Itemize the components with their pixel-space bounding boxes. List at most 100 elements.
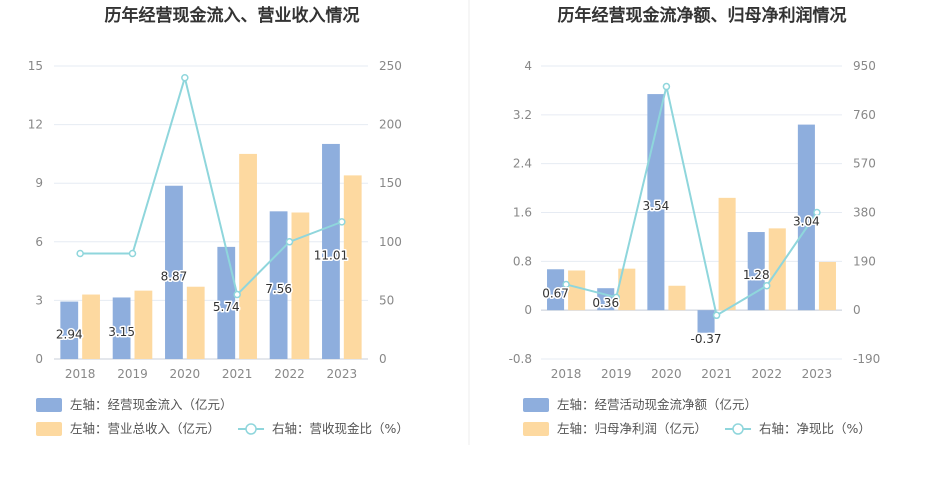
bar-data-label: 2.94 (56, 327, 83, 341)
legend-swatch-line-marker[interactable] (732, 423, 744, 435)
bar-right-series (186, 286, 205, 359)
bar-right-series (618, 268, 636, 311)
bar-right-series (134, 290, 153, 359)
y-right-tick-label: 100 (379, 235, 402, 249)
x-tick-label: 2021 (222, 367, 253, 381)
x-tick-label: 2020 (651, 367, 682, 381)
line-point (612, 293, 620, 302)
bar-right-series (291, 212, 310, 359)
bar-left-series (547, 269, 565, 311)
legend-label-line[interactable]: 右轴：营收现金比（%） (272, 421, 409, 436)
x-tick-label: 2021 (701, 367, 732, 381)
y-left-tick-label: 0 (35, 352, 43, 366)
cash-inflow-revenue-chart: 历年经营现金流入、营业收入情况 0 0 3 50 6 100 9 150 12 200 15 250 2… (28, 5, 409, 436)
net-cashflow-profit-chart: 历年经营现金流净额、归母净利润情况 -0.8 -190 0 0 0.8 190 1.6 380… (509, 5, 880, 436)
legend-swatch-left-bar[interactable] (523, 398, 549, 412)
legend-label-right-bar[interactable]: 左轴：归母净利润（亿元） (557, 421, 707, 436)
bar-right-series (82, 294, 100, 359)
chart-title: 历年经营现金流净额、归母净利润情况 (558, 5, 847, 26)
x-tick-label: 2018 (551, 367, 582, 381)
bar-data-label: 0.36 (592, 296, 619, 310)
line-point (662, 82, 671, 91)
bar-right-series (668, 285, 686, 311)
y-left-tick-label: -0.8 (509, 352, 532, 366)
bar-data-label: 3.04 (793, 214, 820, 228)
line-point (338, 218, 346, 226)
line-point (712, 311, 721, 320)
y-right-tick-label: 0 (853, 303, 861, 317)
line-point (562, 280, 570, 289)
y-right-tick-label: 50 (379, 293, 394, 307)
bar-data-label: -0.37 (691, 332, 722, 346)
legend-label-left-bar[interactable]: 左轴：经营活动现金流净额（亿元） (557, 397, 757, 412)
bar-right-series (718, 197, 736, 311)
y-right-tick-label: 570 (853, 157, 876, 171)
x-tick-label: 2023 (802, 367, 833, 381)
x-tick-label: 2022 (751, 367, 782, 381)
bar-right-series (239, 153, 257, 359)
y-right-tick-label: 380 (853, 206, 876, 220)
bar-data-label: 3.54 (643, 199, 670, 213)
y-right-tick-label: 190 (853, 254, 876, 268)
line-point (285, 238, 294, 246)
y-left-tick-label: 0.8 (513, 254, 532, 268)
x-tick-label: 2019 (601, 367, 632, 381)
legend-swatch-left-bar[interactable] (36, 398, 62, 412)
y-left-tick-label: 9 (35, 176, 43, 190)
y-left-tick-label: 12 (28, 118, 43, 132)
line-point (233, 290, 241, 299)
bar-right-series (818, 261, 836, 311)
line-series (565, 86, 818, 317)
bar-left-series (797, 124, 815, 311)
y-left-tick-label: 1.6 (513, 206, 532, 220)
bar-data-label: 7.56 (265, 282, 292, 296)
bar-data-label: 8.87 (161, 269, 188, 283)
legend-swatch-right-bar[interactable] (36, 422, 62, 436)
bar-right-series (343, 175, 362, 359)
x-tick-label: 2022 (274, 367, 305, 381)
bar-data-label: 5.74 (213, 300, 240, 314)
legend-label-right-bar[interactable]: 左轴：营业总收入（亿元） (70, 421, 220, 436)
bar-left-series (697, 310, 715, 333)
y-right-tick-label: -190 (853, 352, 880, 366)
bar-left-series (60, 301, 79, 359)
legend-label-left-bar[interactable]: 左轴：经营现金流入（亿元） (70, 397, 233, 412)
bar-data-label: 3.15 (108, 325, 135, 339)
x-tick-label: 2020 (170, 367, 201, 381)
bar-left-series (747, 232, 765, 311)
y-left-tick-label: 15 (28, 59, 43, 73)
bar-left-series (322, 143, 340, 359)
bar-data-label: 11.01 (314, 248, 348, 262)
x-tick-label: 2023 (327, 367, 358, 381)
bar-data-label: 0.67 (542, 287, 569, 301)
legend-swatch-right-bar[interactable] (523, 422, 549, 436)
y-left-tick-label: 3 (35, 293, 43, 307)
chart-title: 历年经营现金流入、营业收入情况 (105, 5, 360, 26)
line-point (181, 73, 189, 82)
line-point (813, 208, 821, 217)
bar-data-label: 1.28 (743, 268, 770, 282)
y-left-tick-label: 6 (35, 235, 43, 249)
y-right-tick-label: 150 (379, 176, 402, 190)
line-point (76, 249, 84, 258)
y-left-tick-label: 4 (524, 59, 532, 73)
legend-label-line[interactable]: 右轴：净现比（%） (759, 421, 871, 436)
bar-left-series (112, 297, 131, 359)
x-tick-label: 2018 (65, 367, 96, 381)
y-left-tick-label: 3.2 (513, 108, 532, 122)
y-right-tick-label: 760 (853, 108, 876, 122)
y-right-tick-label: 250 (379, 59, 402, 73)
bar-left-series (165, 185, 183, 359)
line-point (763, 282, 771, 290)
line-point (128, 249, 137, 258)
y-left-tick-label: 0 (524, 303, 532, 317)
bar-right-series (568, 270, 586, 311)
y-right-tick-label: 0 (379, 352, 387, 366)
line-series (80, 73, 343, 297)
y-right-tick-label: 950 (853, 59, 876, 73)
y-right-tick-label: 200 (379, 118, 402, 132)
x-tick-label: 2019 (117, 367, 148, 381)
legend-swatch-line-marker[interactable] (245, 423, 257, 435)
bar-left-series (217, 246, 236, 359)
